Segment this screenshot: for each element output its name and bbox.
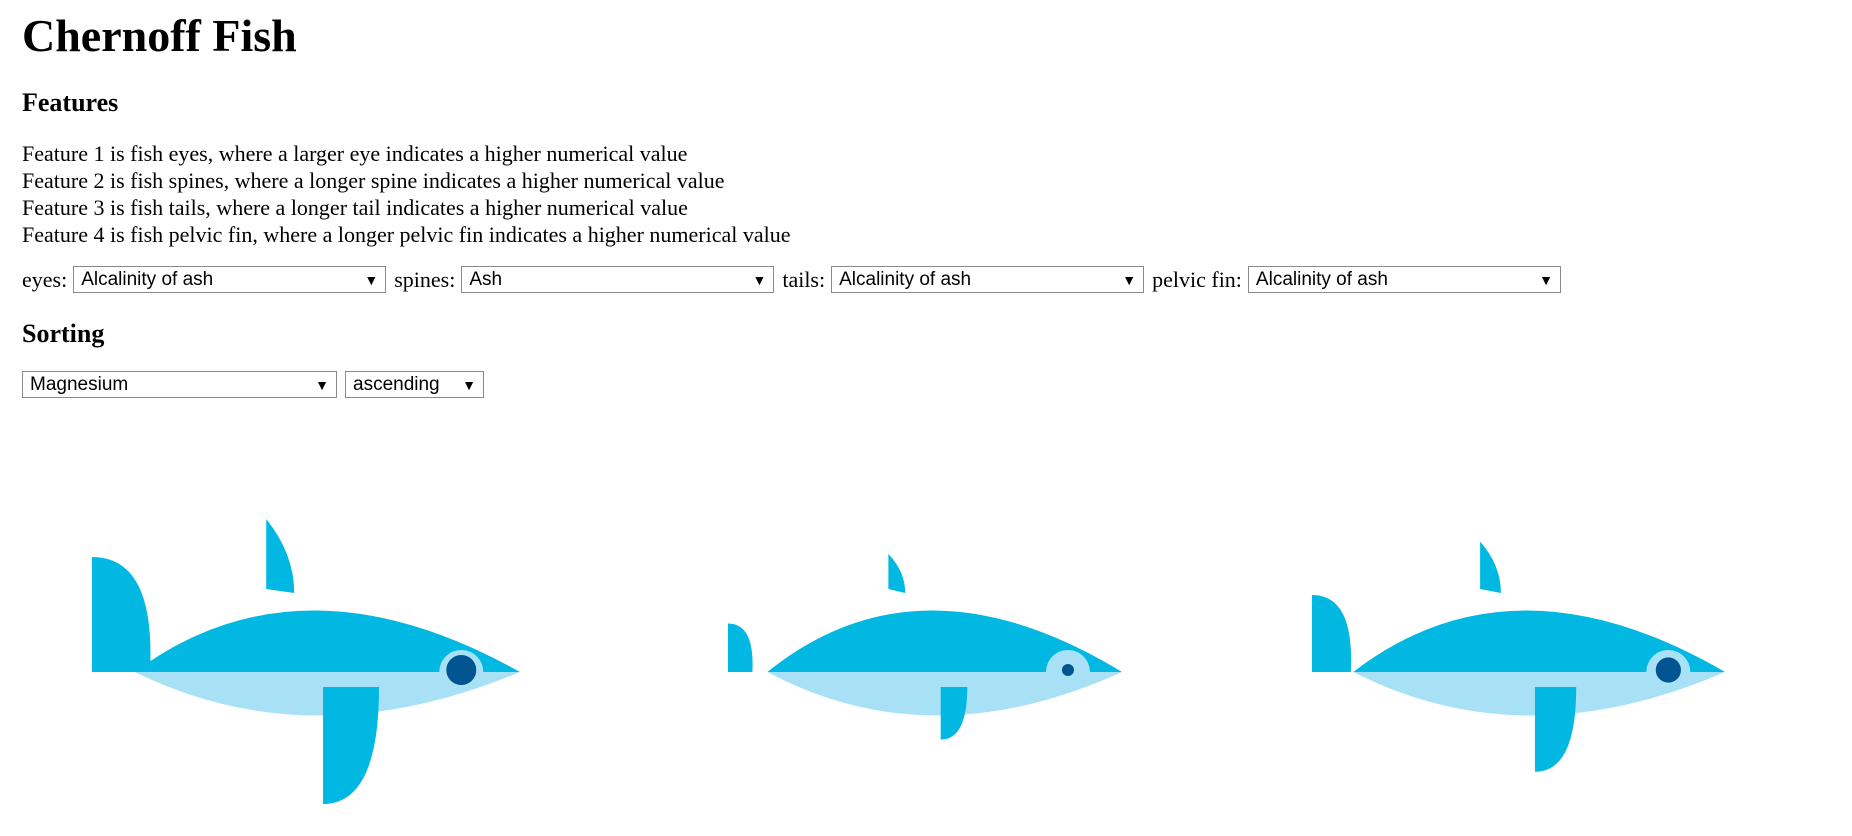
feature-line-4: Feature 4 is fish pelvic fin, where a lo… — [22, 222, 791, 248]
sorting-controls: Magnesium ▼ ascending ▼ — [22, 371, 1830, 399]
fish-body-top — [1353, 610, 1725, 672]
sort-by-select-value: Magnesium — [30, 374, 129, 396]
sort-order-select-value: ascending — [353, 374, 440, 396]
fish-pelvic-fin — [323, 687, 380, 804]
features-heading: Features — [22, 88, 119, 118]
fish-pupil — [1061, 664, 1074, 676]
fish-3 — [1312, 541, 1725, 772]
fish-pupil — [1655, 657, 1681, 683]
fish-spine — [1480, 541, 1501, 593]
fish-1 — [92, 519, 521, 804]
fish-tail — [1312, 595, 1352, 672]
eyes-select[interactable]: Alcalinity of ash ▼ — [73, 266, 387, 294]
tails-select-value: Alcalinity of ash — [839, 269, 972, 291]
page-title: Chernoff Fish — [22, 10, 297, 61]
fish-2 — [728, 554, 1122, 740]
chevron-down-icon: ▼ — [364, 272, 379, 289]
fish-area — [0, 470, 1852, 836]
feature-line-3: Feature 3 is fish tails, where a longer … — [22, 195, 688, 221]
pelvic-fin-label: pelvic fin: — [1152, 266, 1242, 292]
feature-line-1: Feature 1 is fish eyes, where a larger e… — [22, 141, 688, 167]
chevron-down-icon: ▼ — [315, 377, 329, 394]
eyes-select-value: Alcalinity of ash — [81, 269, 214, 291]
fish-body-top — [767, 610, 1122, 672]
page: Chernoff Fish Features Feature 1 is fish… — [0, 0, 1852, 406]
fish-tail — [92, 557, 151, 672]
sorting-heading: Sorting — [22, 319, 105, 349]
fish-spine — [888, 554, 906, 593]
tails-label: tails: — [782, 266, 826, 292]
feature-controls: eyes: Alcalinity of ash ▼ spines: Ash ▼ … — [22, 266, 1830, 294]
fish-pelvic-fin — [1534, 687, 1577, 772]
spines-label: spines: — [394, 266, 456, 292]
fish-eye-white — [1045, 650, 1090, 672]
chevron-down-icon: ▼ — [752, 272, 767, 289]
spines-select-value: Ash — [469, 269, 503, 291]
chevron-down-icon: ▼ — [462, 377, 476, 394]
pelvic-fin-select[interactable]: Alcalinity of ash ▼ — [1247, 266, 1561, 294]
fish-body-top — [134, 610, 521, 672]
tails-select[interactable]: Alcalinity of ash ▼ — [831, 266, 1145, 294]
sort-by-select[interactable]: Magnesium ▼ — [22, 371, 337, 399]
fish-spine — [266, 519, 295, 593]
fish-pelvic-fin — [940, 687, 968, 740]
fish-canvas — [92, 519, 1725, 804]
features-description: Feature 1 is fish eyes, where a larger e… — [22, 140, 1830, 248]
fish-tail — [728, 623, 753, 672]
eyes-label: eyes: — [22, 266, 68, 292]
pelvic-fin-select-value: Alcalinity of ash — [1255, 269, 1388, 291]
chevron-down-icon: ▼ — [1539, 272, 1553, 289]
feature-line-2: Feature 2 is fish spines, where a longer… — [22, 168, 725, 194]
sort-order-select[interactable]: ascending ▼ — [345, 371, 484, 399]
chevron-down-icon: ▼ — [1122, 272, 1137, 289]
fish-pupil — [446, 655, 477, 685]
spines-select[interactable]: Ash ▼ — [461, 266, 775, 294]
